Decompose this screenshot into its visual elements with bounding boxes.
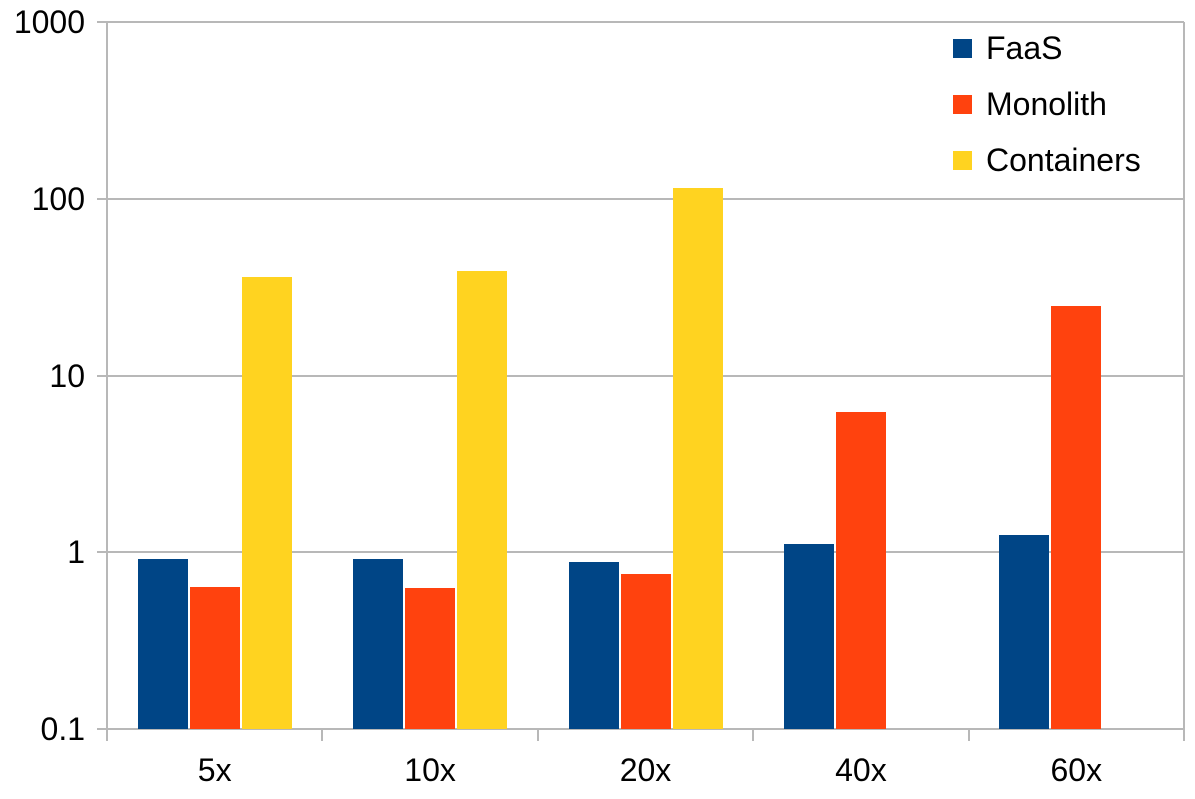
y-axis-tick	[97, 374, 107, 377]
x-axis-tick	[536, 729, 539, 741]
legend-label: FaaS	[986, 30, 1063, 66]
y-axis-tick-label: 10	[49, 357, 85, 394]
y-gridline	[107, 197, 1184, 200]
bar-containers-20x	[672, 188, 723, 729]
y-axis-tick	[97, 728, 107, 730]
bar-faas-20x	[568, 562, 619, 729]
legend: FaaS Monolith Containers	[953, 30, 1141, 179]
bar-faas-40x	[783, 544, 834, 729]
legend-label: Containers	[986, 142, 1141, 178]
y-axis-tick-label: 100	[31, 180, 85, 217]
bar-monolith-60x	[1051, 305, 1102, 729]
bar-faas-5x	[137, 558, 188, 729]
bar-monolith-20x	[620, 574, 671, 729]
legend-item-containers: Containers	[953, 142, 1141, 179]
bar-faas-60x	[999, 535, 1050, 729]
y-gridline	[107, 551, 1184, 554]
bar-containers-5x	[241, 277, 292, 729]
y-axis-tick	[97, 197, 107, 200]
x-axis-tick	[967, 729, 970, 741]
legend-item-monolith: Monolith	[953, 86, 1141, 123]
x-axis-tick	[752, 729, 755, 741]
bar-monolith-40x	[835, 412, 886, 729]
y-axis-line	[106, 22, 108, 741]
bar-monolith-10x	[405, 587, 456, 729]
legend-swatch-monolith	[953, 95, 972, 114]
bar-faas-10x	[353, 558, 404, 729]
x-axis-category-label: 5x	[197, 752, 232, 788]
y-axis-tick-label: 0.1	[40, 711, 85, 747]
legend-item-faas: FaaS	[953, 30, 1141, 67]
y-axis-tick-label: 1000	[13, 4, 85, 40]
y-axis-tick-label: 1	[67, 534, 85, 571]
x-axis-category-label: 20x	[619, 752, 672, 788]
legend-swatch-containers	[953, 151, 972, 170]
y-gridline	[107, 374, 1184, 377]
bar-monolith-5x	[189, 586, 240, 729]
y-axis-tick	[97, 21, 107, 23]
y-gridline	[107, 21, 1184, 23]
legend-swatch-faas	[953, 39, 972, 58]
y-axis-tick	[97, 551, 107, 554]
y-gridline	[107, 728, 1184, 730]
x-axis-category-label: 60x	[1050, 752, 1103, 788]
x-axis-tick	[321, 729, 324, 741]
x-axis-category-label: 40x	[835, 752, 887, 788]
plot-right-border	[1183, 22, 1185, 741]
legend-label: Monolith	[986, 86, 1107, 122]
x-axis-category-label: 10x	[404, 752, 456, 788]
bar-containers-10x	[457, 271, 508, 729]
